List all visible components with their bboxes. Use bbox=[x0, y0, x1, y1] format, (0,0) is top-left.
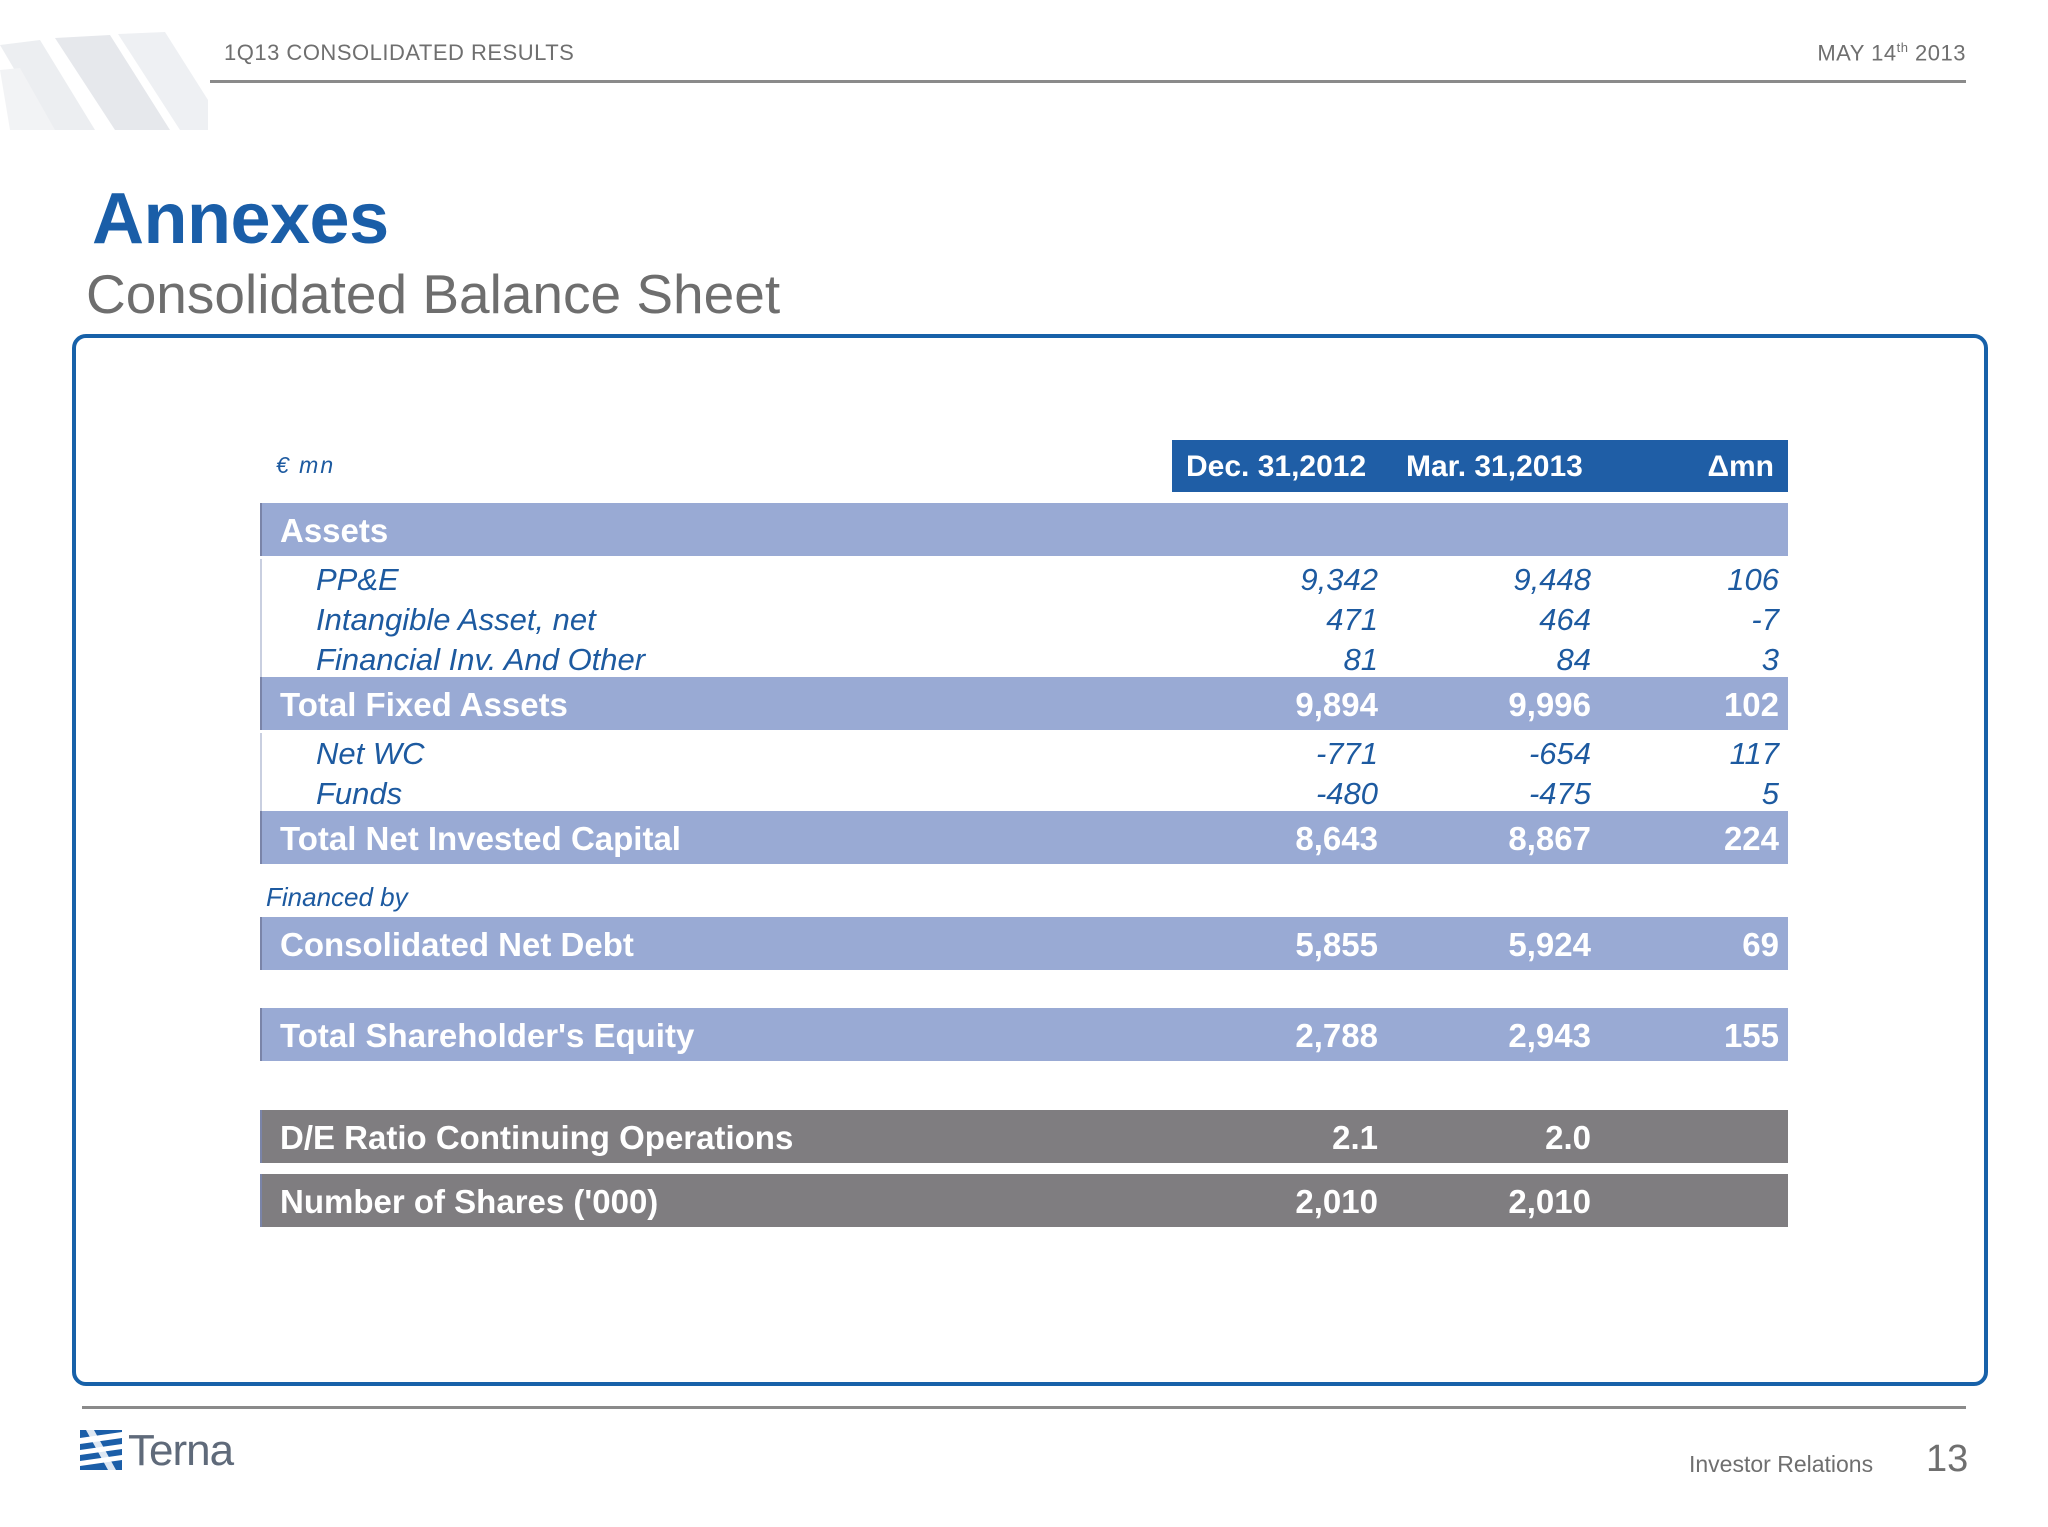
total-row-net-debt: Consolidated Net Debt 5,855 5,924 69 bbox=[260, 917, 1788, 970]
value-dec-2012: 2,010 bbox=[1178, 1183, 1378, 1221]
header-date: MAY 14th 2013 bbox=[1817, 40, 1966, 66]
total-row-equity: Total Shareholder's Equity 2,788 2,943 1… bbox=[260, 1008, 1788, 1061]
column-header-dec-2012: Dec. 31,2012 bbox=[1186, 450, 1366, 484]
column-header-delta: Δmn bbox=[1707, 450, 1774, 484]
value-dec-2012: 8,643 bbox=[1178, 820, 1378, 858]
value-dec-2012: 9,894 bbox=[1178, 686, 1378, 724]
total-row-fixed-assets: Total Fixed Assets 9,894 9,996 102 bbox=[260, 677, 1788, 730]
value-delta: 69 bbox=[1579, 926, 1779, 964]
row-label: Funds bbox=[316, 776, 402, 812]
row-label: Intangible Asset, net bbox=[316, 602, 596, 638]
row-label: Consolidated Net Debt bbox=[280, 926, 634, 964]
value-mar-2013: 84 bbox=[1391, 642, 1591, 678]
value-dec-2012: 471 bbox=[1178, 602, 1378, 638]
value-delta: 155 bbox=[1579, 1017, 1779, 1055]
ratio-row-de: D/E Ratio Continuing Operations 2.1 2.0 bbox=[260, 1110, 1788, 1163]
value-mar-2013: -475 bbox=[1391, 776, 1591, 812]
row-label: Number of Shares ('000) bbox=[280, 1183, 658, 1221]
value-dec-2012: -771 bbox=[1178, 736, 1378, 772]
value-dec-2012: 9,342 bbox=[1178, 562, 1378, 598]
value-dec-2012: 81 bbox=[1178, 642, 1378, 678]
value-mar-2013: 8,867 bbox=[1391, 820, 1591, 858]
row-label: PP&E bbox=[316, 562, 399, 598]
row-label: D/E Ratio Continuing Operations bbox=[280, 1119, 793, 1157]
terna-logo-icon bbox=[80, 1430, 122, 1470]
total-row-net-invested-capital: Total Net Invested Capital 8,643 8,867 2… bbox=[260, 811, 1788, 864]
value-dec-2012: -480 bbox=[1178, 776, 1378, 812]
value-mar-2013: 2,010 bbox=[1391, 1183, 1591, 1221]
value-mar-2013: 9,996 bbox=[1391, 686, 1591, 724]
header-section-title: 1Q13 CONSOLIDATED RESULTS bbox=[224, 40, 574, 66]
unit-label: € mn bbox=[276, 452, 335, 479]
value-delta: -7 bbox=[1579, 602, 1779, 638]
row-label: Total Shareholder's Equity bbox=[280, 1017, 694, 1055]
value-dec-2012: 2.1 bbox=[1178, 1119, 1378, 1157]
footer-department: Investor Relations bbox=[1689, 1451, 1873, 1478]
value-mar-2013: 5,924 bbox=[1391, 926, 1591, 964]
page-number: 13 bbox=[1926, 1438, 1968, 1481]
value-mar-2013: 2.0 bbox=[1391, 1119, 1591, 1157]
value-delta: 224 bbox=[1579, 820, 1779, 858]
value-mar-2013: 9,448 bbox=[1391, 562, 1591, 598]
row-label: Net WC bbox=[316, 736, 425, 772]
table-row: Intangible Asset, net 471 464 -7 bbox=[260, 599, 1788, 639]
header-divider bbox=[210, 80, 1966, 83]
table-row: Net WC -771 -654 117 bbox=[260, 733, 1788, 773]
table-row: PP&E 9,342 9,448 106 bbox=[260, 559, 1788, 599]
value-delta: 106 bbox=[1579, 562, 1779, 598]
terna-logo-text: Terna bbox=[128, 1426, 233, 1476]
row-label: Assets bbox=[280, 512, 388, 550]
page-title: Annexes bbox=[92, 178, 389, 260]
section-row-assets: Assets bbox=[260, 503, 1788, 556]
value-mar-2013: -654 bbox=[1391, 736, 1591, 772]
row-label: Total Net Invested Capital bbox=[280, 820, 681, 858]
financed-by-label: Financed by bbox=[266, 882, 408, 913]
footer-divider bbox=[82, 1406, 1966, 1409]
value-dec-2012: 2,788 bbox=[1178, 1017, 1378, 1055]
value-delta: 102 bbox=[1579, 686, 1779, 724]
row-label: Total Fixed Assets bbox=[280, 686, 568, 724]
value-delta: 5 bbox=[1579, 776, 1779, 812]
page-subtitle: Consolidated Balance Sheet bbox=[86, 262, 780, 326]
column-header: Dec. 31,2012 Mar. 31,2013 Δmn bbox=[1172, 440, 1788, 492]
value-mar-2013: 2,943 bbox=[1391, 1017, 1591, 1055]
value-dec-2012: 5,855 bbox=[1178, 926, 1378, 964]
value-delta: 117 bbox=[1579, 736, 1779, 772]
table-row: Funds -480 -475 5 bbox=[260, 773, 1788, 813]
row-label: Financial Inv. And Other bbox=[316, 642, 645, 678]
corner-decoration bbox=[0, 30, 210, 130]
table-row: Financial Inv. And Other 81 84 3 bbox=[260, 639, 1788, 679]
ratio-row-shares: Number of Shares ('000) 2,010 2,010 bbox=[260, 1174, 1788, 1227]
value-mar-2013: 464 bbox=[1391, 602, 1591, 638]
column-header-mar-2013: Mar. 31,2013 bbox=[1406, 450, 1583, 484]
value-delta: 3 bbox=[1579, 642, 1779, 678]
